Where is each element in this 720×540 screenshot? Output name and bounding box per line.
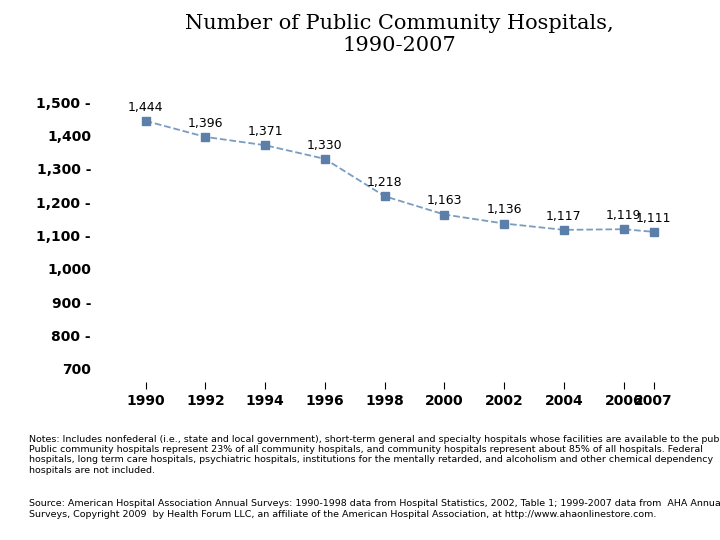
Text: 1,136: 1,136: [487, 203, 522, 216]
Text: 1,119: 1,119: [606, 209, 642, 222]
Text: 1,117: 1,117: [546, 210, 582, 222]
Text: Notes: Includes nonfederal (i.e., state and local government), short-term genera: Notes: Includes nonfederal (i.e., state …: [29, 435, 720, 475]
Text: 1,396: 1,396: [188, 117, 223, 130]
Text: 1,444: 1,444: [128, 100, 163, 113]
Text: 1,111: 1,111: [636, 212, 671, 225]
Text: 1,371: 1,371: [248, 125, 283, 138]
Text: 1,218: 1,218: [367, 176, 402, 189]
Text: Source: American Hospital Association Annual Surveys: 1990-1998 data from Hospit: Source: American Hospital Association An…: [29, 500, 720, 519]
Title: Number of Public Community Hospitals,
1990-2007: Number of Public Community Hospitals, 19…: [185, 14, 614, 55]
Text: 1,163: 1,163: [427, 194, 462, 207]
Text: 1,330: 1,330: [307, 139, 343, 152]
